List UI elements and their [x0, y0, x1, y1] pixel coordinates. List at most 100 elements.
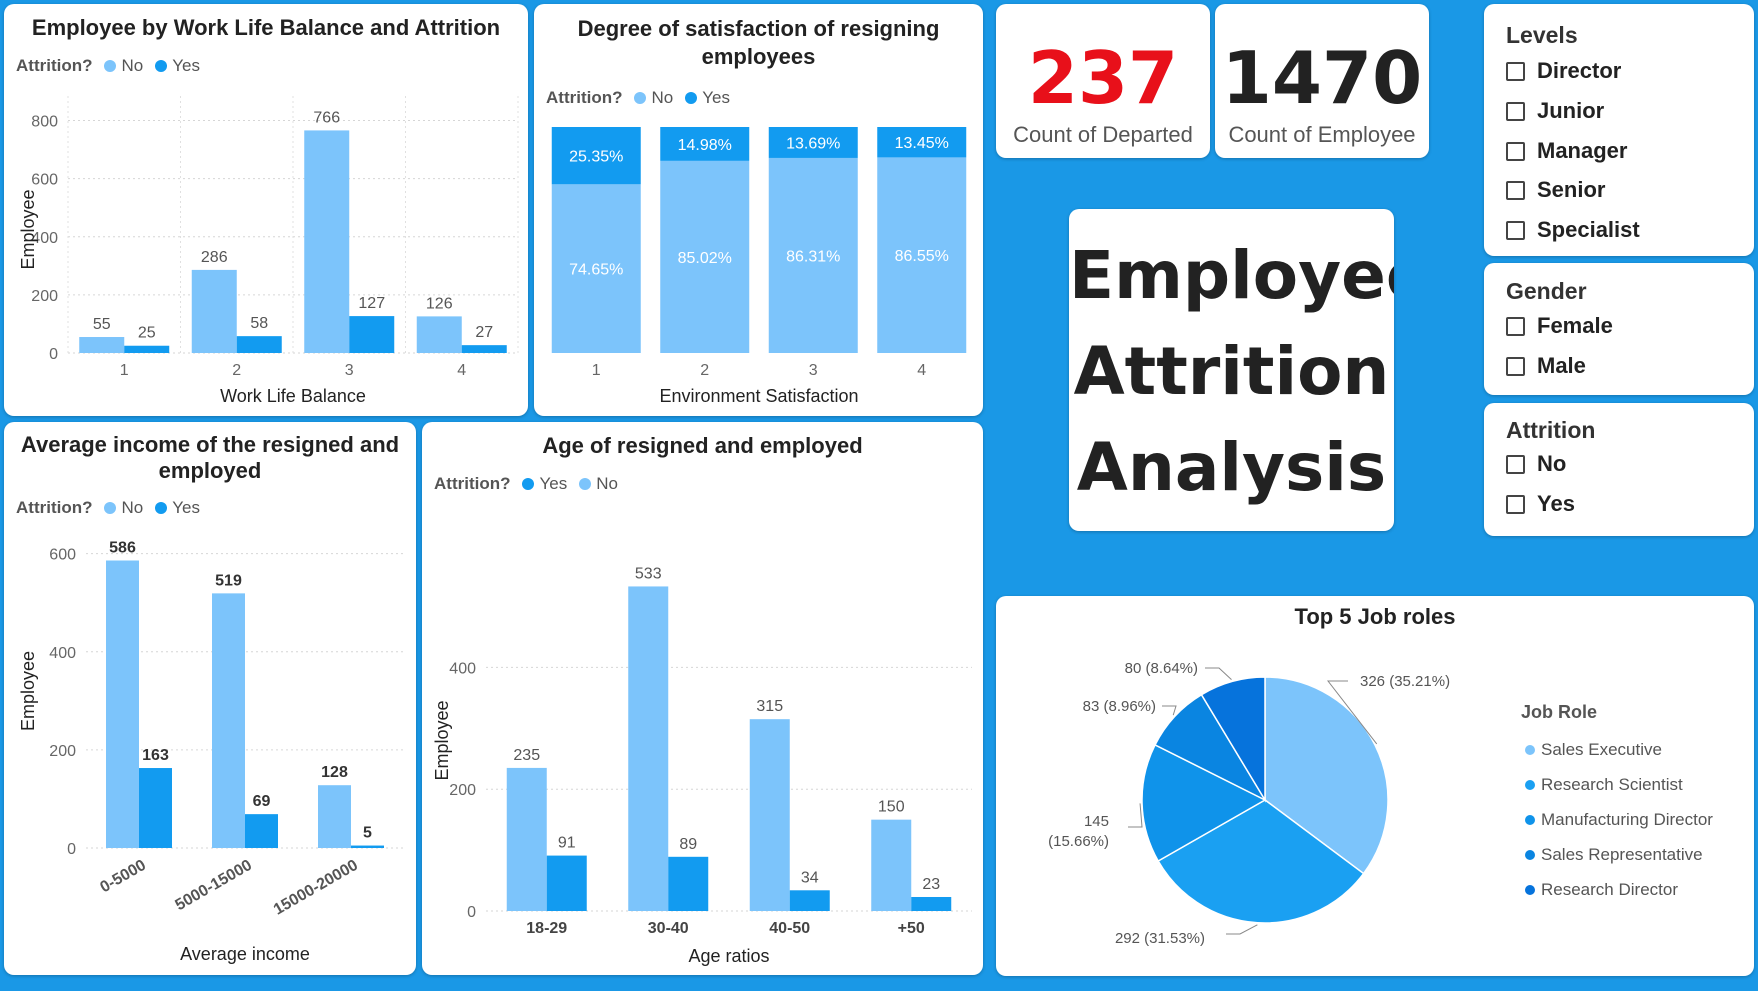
slice-label: 326 (35.21%) [1360, 673, 1450, 690]
x-axis-label: Work Life Balance [220, 386, 366, 406]
bar-yes [245, 814, 278, 848]
data-label: 85.02% [678, 250, 732, 267]
legend-item-yes[interactable]: Yes [155, 56, 200, 76]
main-title-line3: Analysis [1076, 429, 1387, 506]
pie-legend-item[interactable]: Sales Executive [1525, 732, 1713, 767]
checkbox[interactable] [1506, 356, 1525, 376]
checkbox[interactable] [1506, 454, 1525, 474]
legend-label-yes: Yes [539, 474, 568, 493]
slicer-option-specialist[interactable]: Specialist [1506, 217, 1640, 243]
slicer-title: Levels [1506, 22, 1578, 48]
legend-item-yes[interactable]: Yes [685, 88, 730, 108]
y-tick-label: 200 [449, 782, 476, 799]
y-tick-label: 800 [31, 114, 58, 131]
slicer-option-director[interactable]: Director [1506, 58, 1621, 84]
y-axis-label: Employee [18, 189, 38, 269]
pie-legend: Sales Executive Research Scientist Manufac… [1525, 732, 1713, 907]
x-tick-label: 40-50 [769, 920, 810, 937]
data-label: 586 [109, 539, 136, 556]
legend-label: Sales Representative [1541, 844, 1703, 864]
data-label: 163 [142, 747, 169, 764]
checkbox[interactable] [1506, 316, 1525, 336]
legend-item-no[interactable]: No [579, 474, 618, 494]
y-axis-label: Employee [432, 700, 452, 780]
chart-title-line1: Average income of the resigned and [20, 432, 400, 457]
data-label: 86.55% [895, 248, 949, 265]
legend-item-no[interactable]: No [104, 56, 143, 76]
slicer-option-female[interactable]: Female [1506, 313, 1613, 339]
bar-yes [768, 127, 858, 158]
bar-no [768, 157, 858, 353]
data-label: 128 [321, 764, 348, 781]
checkbox[interactable] [1506, 494, 1525, 514]
age-bar-chart: 0 200 400 235 91 18-29 533 89 30-40 315 34 40-50 150… [432, 565, 972, 966]
legend-item-yes[interactable]: Yes [522, 474, 567, 494]
legend-item-no[interactable]: No [104, 498, 143, 518]
data-label: 74.65% [569, 262, 623, 279]
slice-label: 145 [1084, 813, 1109, 830]
data-label: 315 [756, 698, 783, 715]
bar-no [871, 819, 912, 911]
checkbox[interactable] [1506, 180, 1525, 200]
checkbox[interactable] [1506, 220, 1525, 240]
bar-no [304, 130, 350, 353]
data-label: 519 [215, 572, 242, 589]
data-label: 34 [801, 869, 819, 886]
chart-title: Employee by Work Life Balance and Attrit… [31, 15, 501, 40]
pie-legend-item[interactable]: Research Scientist [1525, 767, 1713, 802]
slicer-option-label: Junior [1537, 98, 1605, 123]
slicer-option-male[interactable]: Male [1506, 353, 1586, 379]
bar-yes [236, 336, 282, 353]
data-label: 91 [558, 835, 576, 852]
data-label: 286 [201, 249, 228, 266]
job-roles-pie-chart: 326 (35.21%) 292 (31.53%) 145 (15.66%) 83 (8… [1048, 660, 1450, 947]
legend-title: Attrition? [16, 56, 93, 75]
bar-no [551, 184, 641, 353]
pie-legend-item[interactable]: Manufacturing Director [1525, 802, 1713, 837]
legend-dot-no [104, 60, 117, 72]
slicer-option-junior[interactable]: Junior [1506, 98, 1604, 124]
legend-title: Attrition? [434, 474, 511, 493]
bar-no [660, 160, 750, 353]
bar-yes [877, 127, 967, 158]
slicer-title: Attrition [1506, 417, 1596, 443]
slicer-option-manager[interactable]: Manager [1506, 138, 1627, 164]
checkbox[interactable] [1506, 141, 1525, 161]
bar-yes [911, 896, 952, 911]
bar-yes [461, 345, 507, 353]
slicer-option-senior[interactable]: Senior [1506, 177, 1605, 203]
pie-legend-item[interactable]: Research Director [1525, 872, 1713, 907]
legend-item-yes[interactable]: Yes [155, 498, 200, 518]
pie-legend-item[interactable]: Sales Representative [1525, 837, 1713, 872]
bar-yes [351, 845, 384, 848]
pie-slice [1264, 676, 1389, 875]
legend-dot [1525, 884, 1535, 895]
data-label: 27 [475, 324, 493, 341]
main-title-card: Employee Attrition Analysis [1069, 209, 1394, 531]
x-tick-label: 18-29 [526, 920, 567, 937]
slicer-option-label: Specialist [1537, 217, 1640, 242]
bar-yes [551, 127, 641, 185]
legend-label: Research Scientist [1541, 774, 1683, 794]
bar-yes [124, 345, 170, 353]
legend-label-no: No [596, 474, 618, 493]
x-axis-label: Environment Satisfaction [659, 386, 858, 406]
kpi-label: Count of Employee [1228, 122, 1416, 147]
checkbox[interactable] [1506, 101, 1525, 121]
kpi-value: 1470 [1221, 36, 1423, 120]
panel-environment-satisfaction: Degree of satisfaction of resigning empl… [534, 4, 983, 416]
slicer-option-yes[interactable]: Yes [1506, 491, 1575, 517]
slicer-option-label: Senior [1537, 177, 1606, 202]
checkbox[interactable] [1506, 61, 1525, 81]
legend-title: Attrition? [546, 88, 623, 107]
slicer-option-no[interactable]: No [1506, 451, 1566, 477]
x-tick-label: 15000-20000 [271, 857, 361, 919]
panel-top-job-roles: Top 5 Job roles 326 (35.21%) 292 (31.53%)… [996, 596, 1754, 976]
legend-label-yes: Yes [702, 88, 730, 107]
legend-item-no[interactable]: No [634, 88, 673, 108]
data-label: 13.69% [786, 135, 840, 152]
legend-dot-yes [685, 92, 698, 104]
y-tick-label: 600 [49, 547, 76, 564]
legend-dot-no [634, 92, 647, 104]
pie-slice [1200, 676, 1266, 803]
